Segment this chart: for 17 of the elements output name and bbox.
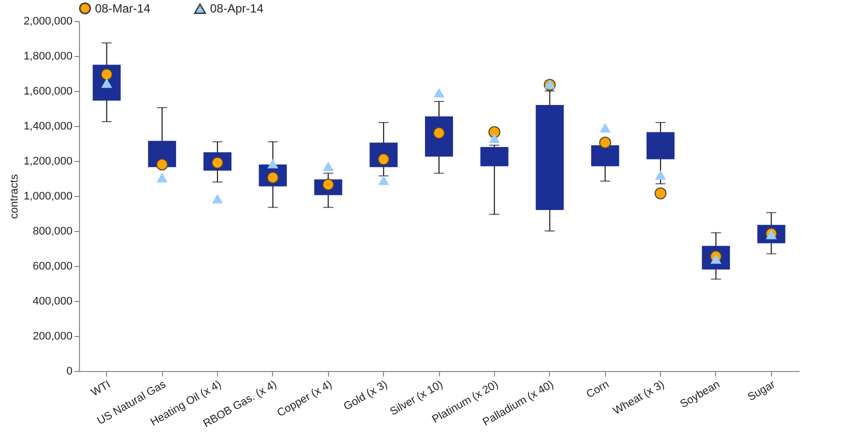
y-tick-label: 400,000: [32, 296, 72, 308]
y-tick-label: 1,000,000: [24, 190, 72, 202]
legend-label: 08-Mar-14: [95, 1, 151, 16]
y-axis-title: contracts: [8, 174, 21, 219]
y-tick-label: 2,000,000: [24, 16, 72, 28]
y-tick-label: 200,000: [32, 330, 72, 342]
y-tick-label: 1,400,000: [24, 120, 72, 132]
y-tick-label: 0: [66, 366, 72, 378]
x-tick-label: Gold (x 3): [342, 378, 390, 414]
legend-label: 08-Apr-14: [210, 2, 264, 16]
y-tick-label: 600,000: [32, 260, 72, 272]
x-tick-label: WTI: [89, 378, 113, 399]
y-tick-label: 1,600,000: [24, 86, 72, 98]
x-tick-label: Corn: [584, 378, 612, 401]
y-tick-label: 1,800,000: [24, 50, 72, 62]
y-tick-label: 1,200,000: [24, 156, 72, 168]
y-tick-label: 800,000: [32, 226, 72, 238]
